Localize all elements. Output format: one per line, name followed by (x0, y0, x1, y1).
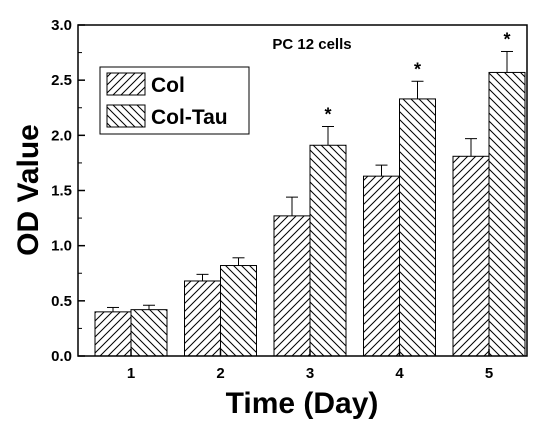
y-tick-label-2-5: 2.5 (51, 72, 72, 89)
y-axis-title: OD Value (12, 124, 45, 256)
y-tick-label-1-0: 1.0 (51, 238, 72, 255)
bar-col-day-1 (94, 311, 132, 357)
y-tick-label-2-0: 2.0 (51, 127, 72, 144)
bars-layer (94, 71, 526, 357)
y-tick-label-3-0: 3.0 (51, 17, 72, 34)
legend-swatch-col-tau (106, 104, 146, 128)
x-tick-label-3: 3 (306, 365, 314, 382)
legend-label-col: Col (151, 74, 185, 97)
chart-title: PC 12 cells (272, 36, 351, 53)
bar-col-day-5 (452, 155, 490, 357)
x-tick-label-1: 1 (127, 365, 135, 382)
y-tick-label-1-5: 1.5 (51, 183, 72, 200)
significance-marker-day-5: * (503, 29, 510, 49)
bar-col-day-2 (184, 280, 221, 357)
x-tick-label-4: 4 (395, 365, 404, 382)
x-axis-title: Time (Day) (226, 387, 379, 420)
bar-col-tau-day-2 (220, 265, 257, 357)
bar-col-tau-day-4 (399, 98, 436, 357)
x-tick-label-2: 2 (216, 365, 224, 382)
y-axis: 0.0 0.5 1.0 1.5 2.0 2.5 3.0 (51, 17, 85, 365)
x-axis: 1 2 3 4 5 (127, 349, 493, 382)
bar-col-tau-day-5 (488, 71, 526, 357)
significance-marker-day-3: * (324, 105, 331, 125)
y-tick-label-0-0: 0.0 (51, 348, 72, 365)
x-tick-label-5: 5 (485, 365, 493, 382)
bar-col-tau-day-3 (309, 144, 347, 357)
error-bars-layer (107, 50, 513, 312)
legend-swatch-col (106, 72, 146, 96)
legend: Col Col-Tau (99, 66, 250, 135)
y-tick-label-0-5: 0.5 (51, 293, 72, 310)
significance-markers-layer: * * * (324, 29, 510, 124)
bar-col-day-3 (273, 215, 311, 357)
bar-col-tau-day-1 (130, 309, 168, 357)
legend-label-col-tau: Col-Tau (151, 106, 228, 129)
bar-col-day-4 (363, 175, 400, 357)
significance-marker-day-4: * (414, 59, 421, 79)
